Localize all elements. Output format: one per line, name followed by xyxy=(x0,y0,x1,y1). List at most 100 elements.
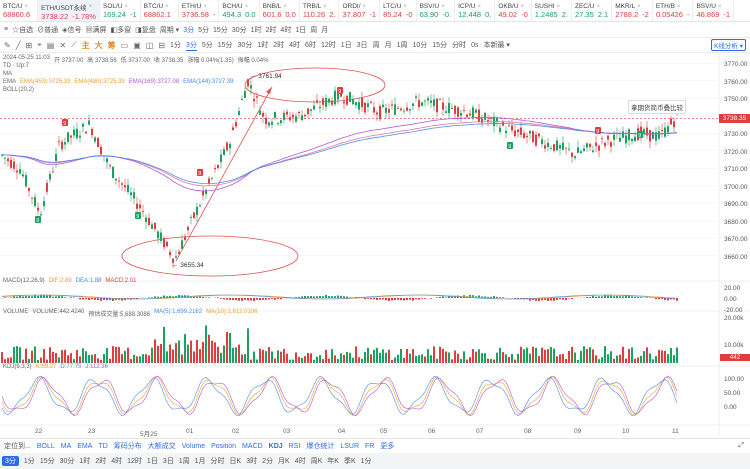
quick-period[interactable]: 3分 xyxy=(2,456,19,466)
chart-period[interactable]: 周 xyxy=(372,42,380,49)
chart-period[interactable]: 30分 xyxy=(237,42,253,49)
split-icon[interactable]: ◫ xyxy=(145,40,154,50)
quick-period[interactable]: 3日 xyxy=(162,458,174,465)
quick-period[interactable]: 分时 xyxy=(210,458,225,465)
pencil-icon[interactable]: ✎ xyxy=(4,40,11,50)
quick-period[interactable]: 2分 xyxy=(262,458,274,465)
indicator-toggle[interactable]: EMA xyxy=(77,442,93,450)
quick-period[interactable]: 1分 xyxy=(23,458,35,465)
period-option[interactable]: 2时 xyxy=(265,26,277,34)
chart-period[interactable]: 15分 xyxy=(217,42,233,49)
chart-period[interactable]: 15分 xyxy=(432,42,448,49)
menu-icon[interactable]: ≡ xyxy=(4,26,9,33)
period-option[interactable]: 月 xyxy=(321,26,329,34)
ticker-tab[interactable]: ORDI/× 37.807 -1 xyxy=(339,0,381,21)
ticker-tab[interactable]: ZEC/U × 27.35 2.1 xyxy=(572,0,613,21)
ticker-tab[interactable]: BTC/U × 68860.6 xyxy=(0,0,39,21)
chart-setting[interactable]: 本新最 ▾ xyxy=(483,42,510,49)
crosshair-icon[interactable]: ⌖ xyxy=(37,40,42,49)
quick-period[interactable]: 30分 xyxy=(59,458,75,465)
indicator-toggle[interactable]: MA xyxy=(60,442,72,450)
watchlist-button[interactable]: ☆自选 xyxy=(12,26,34,34)
candlestick-chart[interactable]: ← 3761.94 ← 3655.34 9 9 9 9 9 9 9 9 xyxy=(0,53,750,438)
ticker-tab[interactable]: LTC/U × 85.24 -0 xyxy=(380,0,417,21)
indicator-toggle[interactable]: 筹码分布 xyxy=(113,443,142,450)
ticker-tab[interactable]: SUSHI × 1.2485 2. xyxy=(532,0,572,21)
ticker-tab[interactable]: ETH/B × 0.05426- xyxy=(653,0,694,21)
fullscreen-button[interactable]: ▦满屏 xyxy=(85,26,107,34)
indicator-toggle[interactable]: Volume xyxy=(181,442,206,450)
close-icon[interactable]: × xyxy=(362,3,367,10)
multi-window-button[interactable]: ◧多窗 xyxy=(110,26,132,34)
box-icon[interactable]: ▣ xyxy=(133,40,141,50)
indicator-toggle[interactable]: MACD xyxy=(242,442,263,450)
quick-period[interactable]: 2时 xyxy=(95,458,107,465)
chart-setting[interactable]: 0s xyxy=(471,41,479,49)
indicator-toggle[interactable]: 更多 xyxy=(380,443,395,450)
layers-icon[interactable]: ▤ xyxy=(46,40,55,50)
quick-period[interactable]: 季K xyxy=(343,458,356,465)
trendline-icon[interactable]: ╱ xyxy=(15,40,21,50)
grid-icon[interactable]: ⊞ xyxy=(25,40,33,50)
signal-button[interactable]: ◈信号 xyxy=(62,26,82,34)
close-icon[interactable]: × xyxy=(637,3,641,10)
chart-period[interactable]: 6时 xyxy=(305,42,316,49)
quick-period[interactable]: 12时 xyxy=(127,458,142,465)
ticker-tab[interactable]: OKB/U × 49.02 -0 xyxy=(495,0,532,21)
ticker-tab[interactable]: BNB/L × 601.6 0.0 xyxy=(260,0,300,21)
ticker-tab[interactable]: BSV/U × 63.90 -0. xyxy=(417,0,456,21)
close-icon[interactable]: × xyxy=(717,3,722,10)
chart-period[interactable]: 10分 xyxy=(412,42,428,49)
period-option[interactable]: 30分 xyxy=(231,26,247,34)
indicator-toggle[interactable]: KDJ xyxy=(268,442,283,450)
chart-period[interactable]: 1分 xyxy=(170,42,181,49)
close-icon[interactable]: × xyxy=(520,3,525,10)
quick-period[interactable]: 日K xyxy=(229,458,242,465)
main-indicator-toggle[interactable]: 大 xyxy=(94,40,103,50)
locate-button[interactable]: 定位到... xyxy=(4,443,31,450)
indicator-toggle[interactable]: RSI xyxy=(288,442,301,450)
rect-icon[interactable]: ▭ xyxy=(120,40,129,50)
normal-mode-button[interactable]: ⊘普通 xyxy=(37,26,59,34)
chart-period[interactable]: 月 xyxy=(384,42,392,49)
close-icon[interactable]: × xyxy=(323,3,327,10)
delete-icon[interactable]: ✕ xyxy=(59,40,67,50)
close-icon[interactable]: × xyxy=(24,3,29,10)
period-option[interactable]: 3分 xyxy=(183,26,195,34)
chart-period[interactable]: 1时 xyxy=(257,42,269,49)
replay-button[interactable]: ◨复盘 xyxy=(135,26,156,34)
chart-period[interactable]: 1日 xyxy=(340,42,352,49)
quick-period[interactable]: 周K xyxy=(310,458,323,465)
quick-period[interactable]: 1月 xyxy=(194,458,206,465)
period-option[interactable]: 1日 xyxy=(295,26,307,34)
chart-area[interactable]: ← 3761.94 ← 3655.34 9 9 9 9 9 9 9 9 2024-05-25 11… xyxy=(0,53,750,438)
ticker-tab[interactable]: ETH/USDT永续 × 3738.22 -1.78% xyxy=(38,0,101,21)
indicator-toggle[interactable]: LSUR xyxy=(340,442,360,450)
ticker-tab[interactable]: ICP/U × 12.448 0. xyxy=(455,0,496,21)
chart-period[interactable]: 2时 xyxy=(273,42,285,49)
quick-period[interactable]: 月K xyxy=(278,458,290,465)
close-icon[interactable]: × xyxy=(677,3,681,10)
main-indicator-toggle[interactable]: 筹 xyxy=(107,40,116,50)
quick-period[interactable]: 4时 xyxy=(294,458,306,465)
quick-period[interactable]: 年K xyxy=(327,458,339,465)
indicator-toggle[interactable]: TD xyxy=(98,442,108,450)
indicator-toggle[interactable]: BOLL xyxy=(36,442,55,450)
quick-period[interactable]: 15分 xyxy=(39,458,55,465)
close-icon[interactable]: × xyxy=(441,3,445,10)
indicator-toggle[interactable]: FR xyxy=(365,442,375,450)
close-icon[interactable]: × xyxy=(477,3,481,10)
close-icon[interactable]: × xyxy=(165,3,169,10)
period-option[interactable]: 1时 xyxy=(250,26,262,34)
kline-analysis-button[interactable]: K线分析 ▾ xyxy=(711,39,746,51)
quick-period[interactable]: 1分 xyxy=(360,458,372,465)
main-indicator-toggle[interactable]: 主 xyxy=(81,40,90,50)
quick-period[interactable]: 4时 xyxy=(111,458,123,465)
close-icon[interactable]: × xyxy=(124,3,129,10)
close-icon[interactable]: × xyxy=(283,3,287,10)
ticker-tab[interactable]: SOL/U × 169.24 -1 xyxy=(100,0,141,21)
indicator-toggle[interactable]: 大额成交 xyxy=(147,443,176,450)
period-option[interactable]: 5分 xyxy=(198,26,210,34)
period-select-button[interactable]: 周期 ▾ xyxy=(159,26,180,34)
quick-period[interactable]: 3时 xyxy=(246,458,258,465)
